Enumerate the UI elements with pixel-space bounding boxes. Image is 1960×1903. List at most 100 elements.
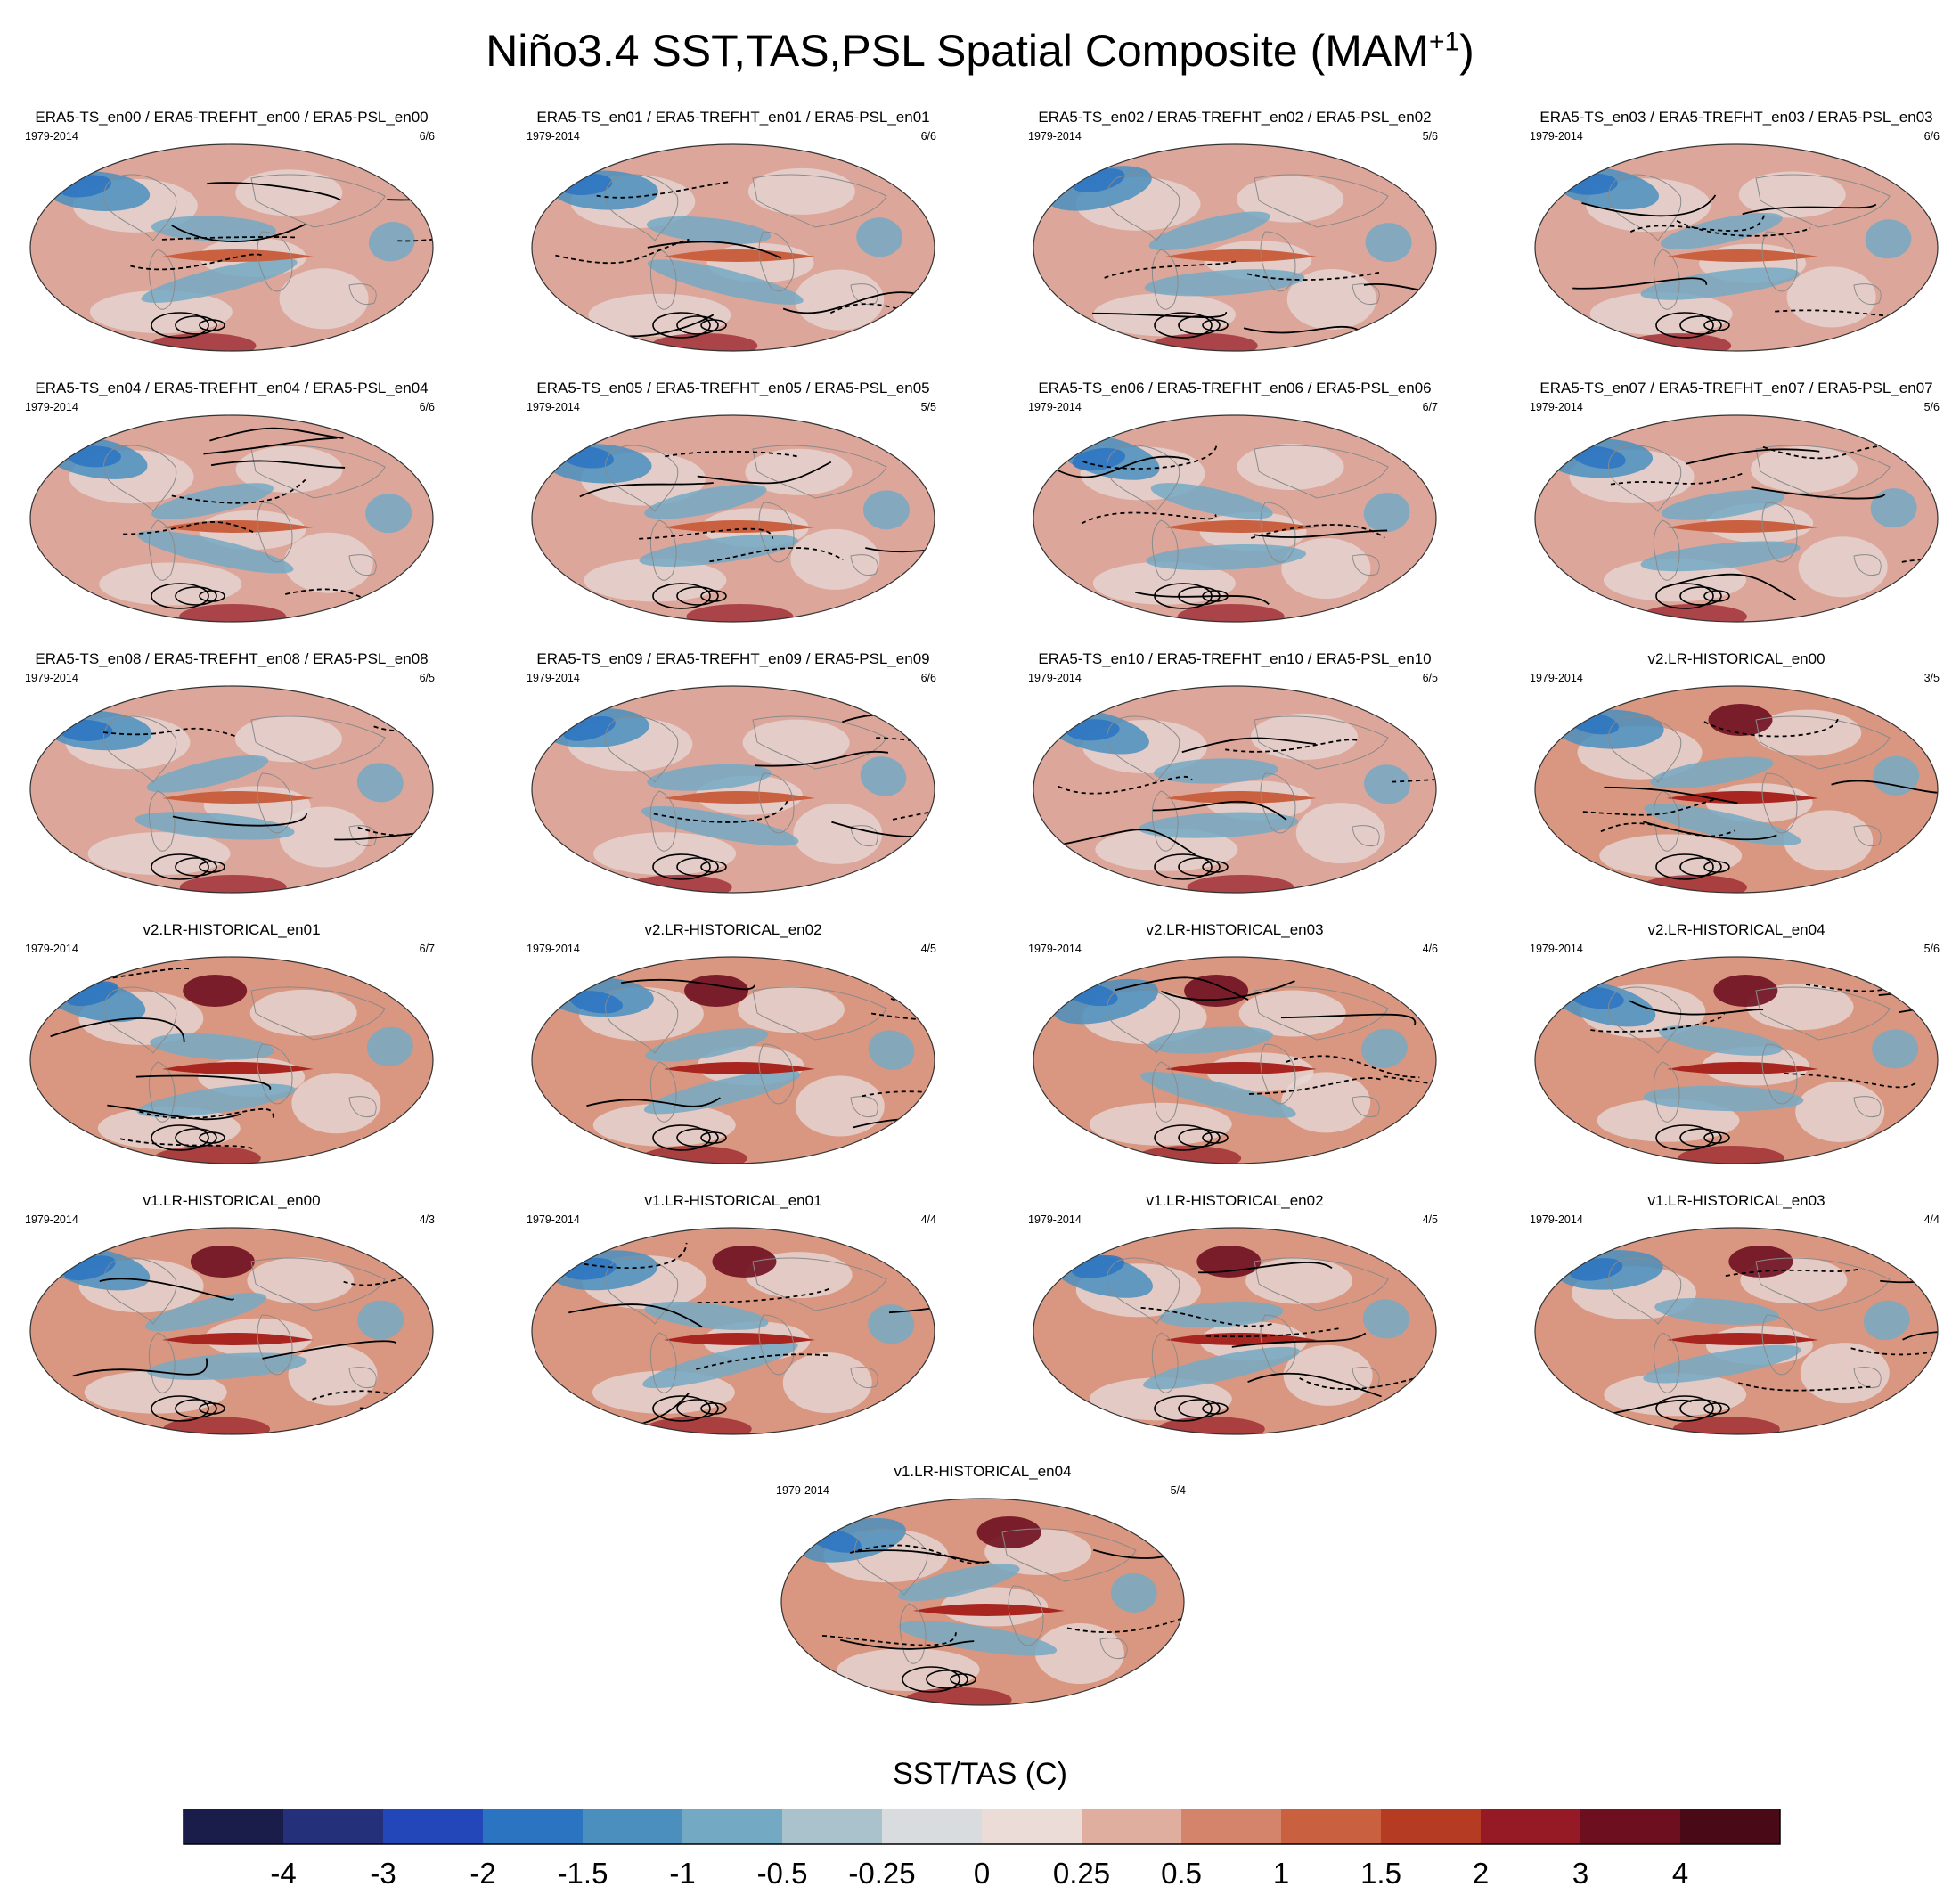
psl-contour <box>1061 829 1196 856</box>
panel-years: 1979-2014 <box>1028 943 1082 955</box>
map-panel: v1.LR-HISTORICAL_en03 1979-2014 4/4 <box>1514 1192 1959 1459</box>
cold-anomaly-patch <box>862 490 910 530</box>
cold-anomaly-patch <box>1643 1085 1804 1112</box>
psl-contour <box>709 547 844 563</box>
map-outline <box>29 414 434 623</box>
warm-anomaly-patch <box>904 1687 1012 1705</box>
panel-title: ERA5-TS_en01 / ERA5-TREFHT_en01 / ERA5-P… <box>536 109 930 126</box>
coastline <box>1608 174 1682 241</box>
neutral-patch <box>790 528 880 590</box>
cold-anomaly-patch <box>356 763 404 803</box>
psl-contour <box>199 590 225 602</box>
map-outline <box>1534 1227 1939 1435</box>
figure-title: Niño3.4 SST,TAS,PSL Spatial Composite (M… <box>0 25 1960 77</box>
panel-count: 5/4 <box>1170 1484 1186 1497</box>
coastline <box>1260 231 1296 292</box>
map-panel: ERA5-TS_en01 / ERA5-TREFHT_en01 / ERA5-P… <box>510 109 956 376</box>
panel-count: 5/6 <box>1923 943 1940 955</box>
cold-anomaly-patch <box>898 1564 1020 1602</box>
psl-contour <box>1154 583 1213 609</box>
coastline <box>1254 986 1389 1041</box>
panel-title: ERA5-TS_en06 / ERA5-TREFHT_en06 / ERA5-P… <box>1038 380 1432 396</box>
coastline <box>1853 554 1882 576</box>
psl-contour <box>1679 1128 1722 1148</box>
cold-anomaly-patch <box>643 1070 801 1115</box>
psl-contour <box>1134 591 1270 606</box>
neutral-patch <box>234 715 342 763</box>
coastline <box>103 986 177 1054</box>
psl-contour <box>676 857 719 877</box>
psl-contour <box>1572 277 1708 290</box>
psl-contour <box>840 1638 975 1650</box>
map-outline <box>1033 685 1437 894</box>
psl-contour <box>1197 1262 1333 1274</box>
psl-contour <box>1081 511 1217 525</box>
coastline <box>1107 445 1180 512</box>
neutral-patch <box>1237 176 1344 223</box>
psl-contour <box>647 241 782 259</box>
panel-count: 6/6 <box>419 130 435 143</box>
psl-contour <box>1178 1128 1221 1148</box>
panel-count: 4/5 <box>920 943 936 955</box>
colorbar-tick-label: -2 <box>470 1857 495 1890</box>
colorbar: -4 -3 -2 -1.5 -1 -0.5 -0.25 0 0.25 0.5 1 1.5 2 3 4 <box>183 1809 1781 1890</box>
robinson-map <box>1033 1227 1437 1435</box>
psl-contour <box>151 853 209 880</box>
psl-contour <box>1629 1000 1764 1016</box>
coastline <box>1260 502 1296 563</box>
cold-anomaly-patch <box>641 805 799 846</box>
warm-anomaly-patch <box>1134 1146 1242 1164</box>
coastline <box>1151 1061 1179 1123</box>
cold-anomaly-patch <box>1361 1028 1408 1068</box>
psl-contour <box>151 1124 209 1151</box>
psl-contour <box>175 586 217 606</box>
colorbar-segment <box>184 1809 283 1844</box>
psl-contour <box>285 588 420 613</box>
coastline <box>649 1061 677 1123</box>
coastline <box>1853 825 1882 847</box>
colorbar-segment <box>1481 1809 1580 1844</box>
panel-years: 1979-2014 <box>25 401 78 413</box>
coastline <box>1755 174 1891 228</box>
coastline <box>250 445 386 499</box>
panel-title: v1.LR-HISTORICAL_en03 <box>1647 1192 1825 1209</box>
robinson-map <box>1534 956 1939 1164</box>
coastline <box>257 772 293 834</box>
panel-years: 1979-2014 <box>1530 1213 1583 1226</box>
robinson-map <box>29 414 434 623</box>
coastline <box>1653 249 1680 310</box>
psl-contour <box>1676 219 1811 237</box>
figure-title-text: Niño3.4 SST,TAS,PSL Spatial Composite (M… <box>486 26 1429 76</box>
cold-anomaly-patch <box>1362 1299 1409 1339</box>
psl-contour <box>1161 980 1295 1001</box>
coastline <box>1608 986 1682 1054</box>
cold-anomaly-patch <box>1144 269 1305 297</box>
map-panel: ERA5-TS_en07 / ERA5-TREFHT_en07 / ERA5-P… <box>1514 380 1959 647</box>
robinson-map <box>1033 143 1437 352</box>
psl-contour <box>203 437 338 455</box>
coastline <box>148 1332 176 1393</box>
colorbar-tick-label: -3 <box>370 1857 396 1890</box>
neutral-patch <box>837 1648 980 1692</box>
warm-anomaly-patch <box>1639 604 1747 622</box>
coastline <box>1001 1528 1137 1582</box>
cold-anomaly-patch <box>1138 812 1299 838</box>
psl-contour <box>373 723 433 739</box>
psl-contour <box>754 750 889 767</box>
map-panel: v2.LR-HISTORICAL_en00 1979-2014 3/5 <box>1514 650 1959 918</box>
warm-tongue <box>1165 1062 1317 1074</box>
map-panel: v2.LR-HISTORICAL_en03 1979-2014 4/6 <box>1012 921 1458 1188</box>
psl-contour <box>586 1097 721 1107</box>
cold-anomaly-patch <box>1661 489 1785 520</box>
robinson-map <box>1033 685 1437 894</box>
panel-count: 3/5 <box>1923 672 1940 684</box>
warm-anomaly-patch <box>640 1146 747 1164</box>
neutral-patch <box>1089 1377 1232 1421</box>
coastline <box>1755 1257 1891 1311</box>
warm-anomaly-patch <box>179 875 287 893</box>
warm-anomaly-patch <box>179 604 287 622</box>
psl-contour <box>1181 737 1316 754</box>
psl-contour <box>700 1131 727 1144</box>
psl-contour <box>394 854 433 876</box>
psl-contour <box>175 1399 217 1418</box>
